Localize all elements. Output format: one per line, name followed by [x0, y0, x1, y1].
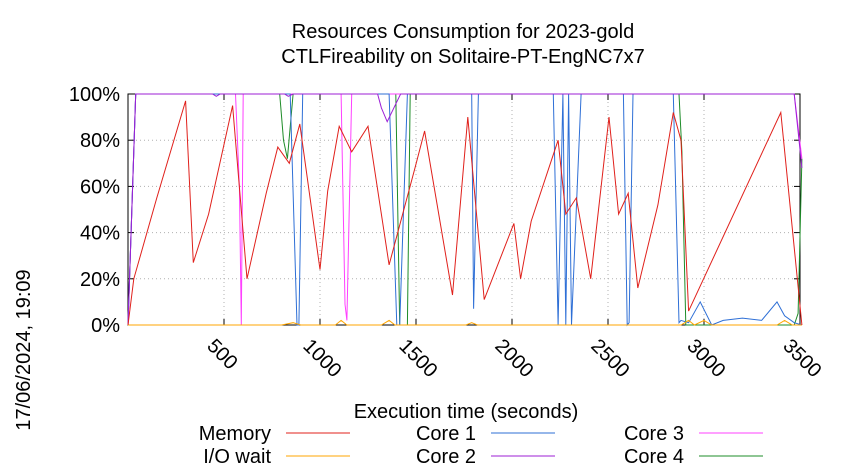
legend-label-memory: Memory: [199, 423, 271, 445]
timestamp-label: 17/06/2024, 19:09: [13, 269, 35, 430]
chart-title-line-1: Resources Consumption for 2023-gold: [292, 21, 634, 43]
x-axis-label: Execution time (seconds): [354, 401, 579, 423]
y-axis: 0% 20% 40% 60% 80% 100%: [69, 84, 800, 337]
grid: [128, 94, 800, 325]
x-tick-label: 1000: [298, 335, 345, 382]
y-tick-label: 100%: [69, 84, 120, 106]
plot-area: [127, 93, 801, 326]
series-layer: [127, 93, 803, 327]
y-tick-label: 80%: [80, 130, 120, 152]
legend-label-core-3: Core 3: [624, 423, 684, 445]
x-tick-label: 2000: [490, 335, 537, 382]
legend-label-i-o-wait: I/O wait: [203, 446, 271, 468]
y-tick-label: 0%: [91, 315, 120, 337]
series-line-core-1: [127, 93, 803, 327]
series-line-memory: [127, 100, 803, 326]
series-line-core-2: [127, 93, 803, 326]
legend-label-core-2: Core 2: [416, 446, 476, 468]
legend-label-core-1: Core 1: [416, 423, 476, 445]
y-tick-label: 40%: [80, 223, 120, 245]
series-line-core-4: [127, 93, 803, 326]
series-line-core-3: [127, 93, 803, 326]
x-tick-label: 2500: [586, 335, 633, 382]
series-line-i-o-wait: [128, 319, 802, 326]
legend-label-core-4: Core 4: [624, 446, 684, 468]
x-tick-label: 3500: [778, 335, 825, 382]
y-tick-label: 60%: [80, 176, 120, 198]
x-tick-label: 500: [202, 335, 241, 374]
x-tick-label: 1500: [394, 335, 441, 382]
chart-title-line-2: CTLFireability on Solitaire-PT-EngNC7x7: [281, 46, 644, 68]
y-tick-label: 20%: [80, 269, 120, 291]
x-tick-label: 3000: [682, 335, 729, 382]
